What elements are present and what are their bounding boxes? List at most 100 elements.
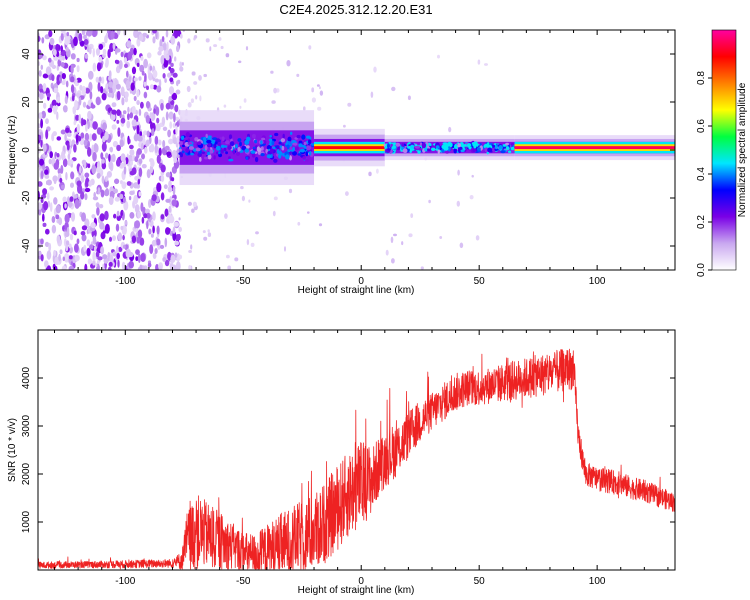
noise-cell [86,247,91,257]
noise-cell [166,217,170,224]
noise-cell [133,77,138,82]
noise-cell [70,53,76,60]
signal-cell [395,142,401,147]
noise-cell [48,242,52,252]
noise-cell [172,123,176,128]
noise-cell [165,172,171,178]
noise-cell [175,116,180,121]
noise-cell [120,225,124,231]
noise-cell [154,144,158,154]
noise-cell [120,117,126,124]
signal-cell [427,148,431,152]
noise-cell [84,263,88,270]
noise-cell [104,223,110,234]
noise-cell [98,56,103,63]
signal-cell [487,147,493,153]
noise-cell [126,181,132,186]
noise-cell [87,163,91,169]
noise-cell [162,257,167,262]
speckle-cell [391,86,396,92]
noise-cell [143,130,148,136]
noise-cell [117,232,123,242]
signal-cell [204,144,208,151]
noise-cell [129,112,134,119]
noise-cell [170,35,176,45]
noise-cell [73,120,77,126]
x-tick-label: -100 [115,576,135,587]
noise-cell [83,139,88,147]
noise-cell [60,61,65,68]
speckle-cell [178,217,181,221]
speckle-cell [439,236,443,239]
noise-cell [108,196,114,205]
noise-cell [45,228,50,235]
noise-cell [92,235,97,245]
noise-cell [53,178,57,185]
noise-cell [123,57,127,63]
noise-cell [121,97,125,106]
signal-cell [441,148,445,153]
noise-cell [40,238,44,245]
signal-cell [437,149,440,154]
noise-cell [103,189,110,197]
signal-cell [190,152,194,156]
speckle-cell [420,266,424,270]
noise-cell [97,82,101,92]
speckle-cell [191,208,195,213]
noise-cell [40,170,44,180]
noise-cell [46,179,52,186]
noise-cell [65,172,68,181]
noise-cell [89,91,93,100]
noise-cell [83,159,87,169]
noise-cell [162,42,167,51]
noise-cell [126,120,131,129]
noise-cell [67,153,71,160]
speckle-cell [226,254,230,259]
noise-cell [131,66,137,75]
x-tick-label: 100 [589,576,606,587]
noise-cell [73,36,78,47]
noise-cell [101,159,105,164]
noise-cell [45,118,49,125]
noise-cell [174,104,179,113]
noise-cell [160,175,165,182]
noise-cell [46,92,51,98]
speckle-cell [316,84,320,87]
noise-cell [53,197,58,205]
noise-cell [141,164,147,169]
signal-cell [484,147,489,153]
speckle-cell [248,199,251,203]
signal-cell [260,140,263,145]
colorbar-tick-label: 0.4 [696,167,707,181]
noise-cell [112,235,116,242]
noise-cell [164,237,168,248]
signal-cell [205,133,208,139]
noise-cell [115,223,120,232]
snr-ticks: -100 -50 0 50 100 1000 2000 3000 4000 [21,330,675,587]
speckle-cell [205,38,210,43]
signal-cell [244,148,249,153]
noise-cell [175,261,181,270]
noise-cell [105,152,109,159]
signal-cell [498,145,503,150]
noise-cell [154,135,159,146]
noise-cell [74,100,78,110]
signal-cell [246,145,250,149]
noise-cell [168,95,173,102]
noise-cell [52,131,57,137]
signal-cell [301,134,306,140]
signal-cell [245,156,249,160]
speckle-cell [368,171,372,177]
noise-cell [59,177,63,183]
noise-cell [80,191,85,200]
noise-cell [154,78,160,83]
noise-cell [65,47,69,52]
signal-cell [252,134,256,139]
noise-cell [133,194,139,205]
speckle-cell [198,75,202,81]
noise-cell [92,47,96,58]
noise-cell [42,188,48,196]
noise-cell [140,101,144,109]
signal-cell [199,157,202,162]
noise-cell [129,144,134,150]
